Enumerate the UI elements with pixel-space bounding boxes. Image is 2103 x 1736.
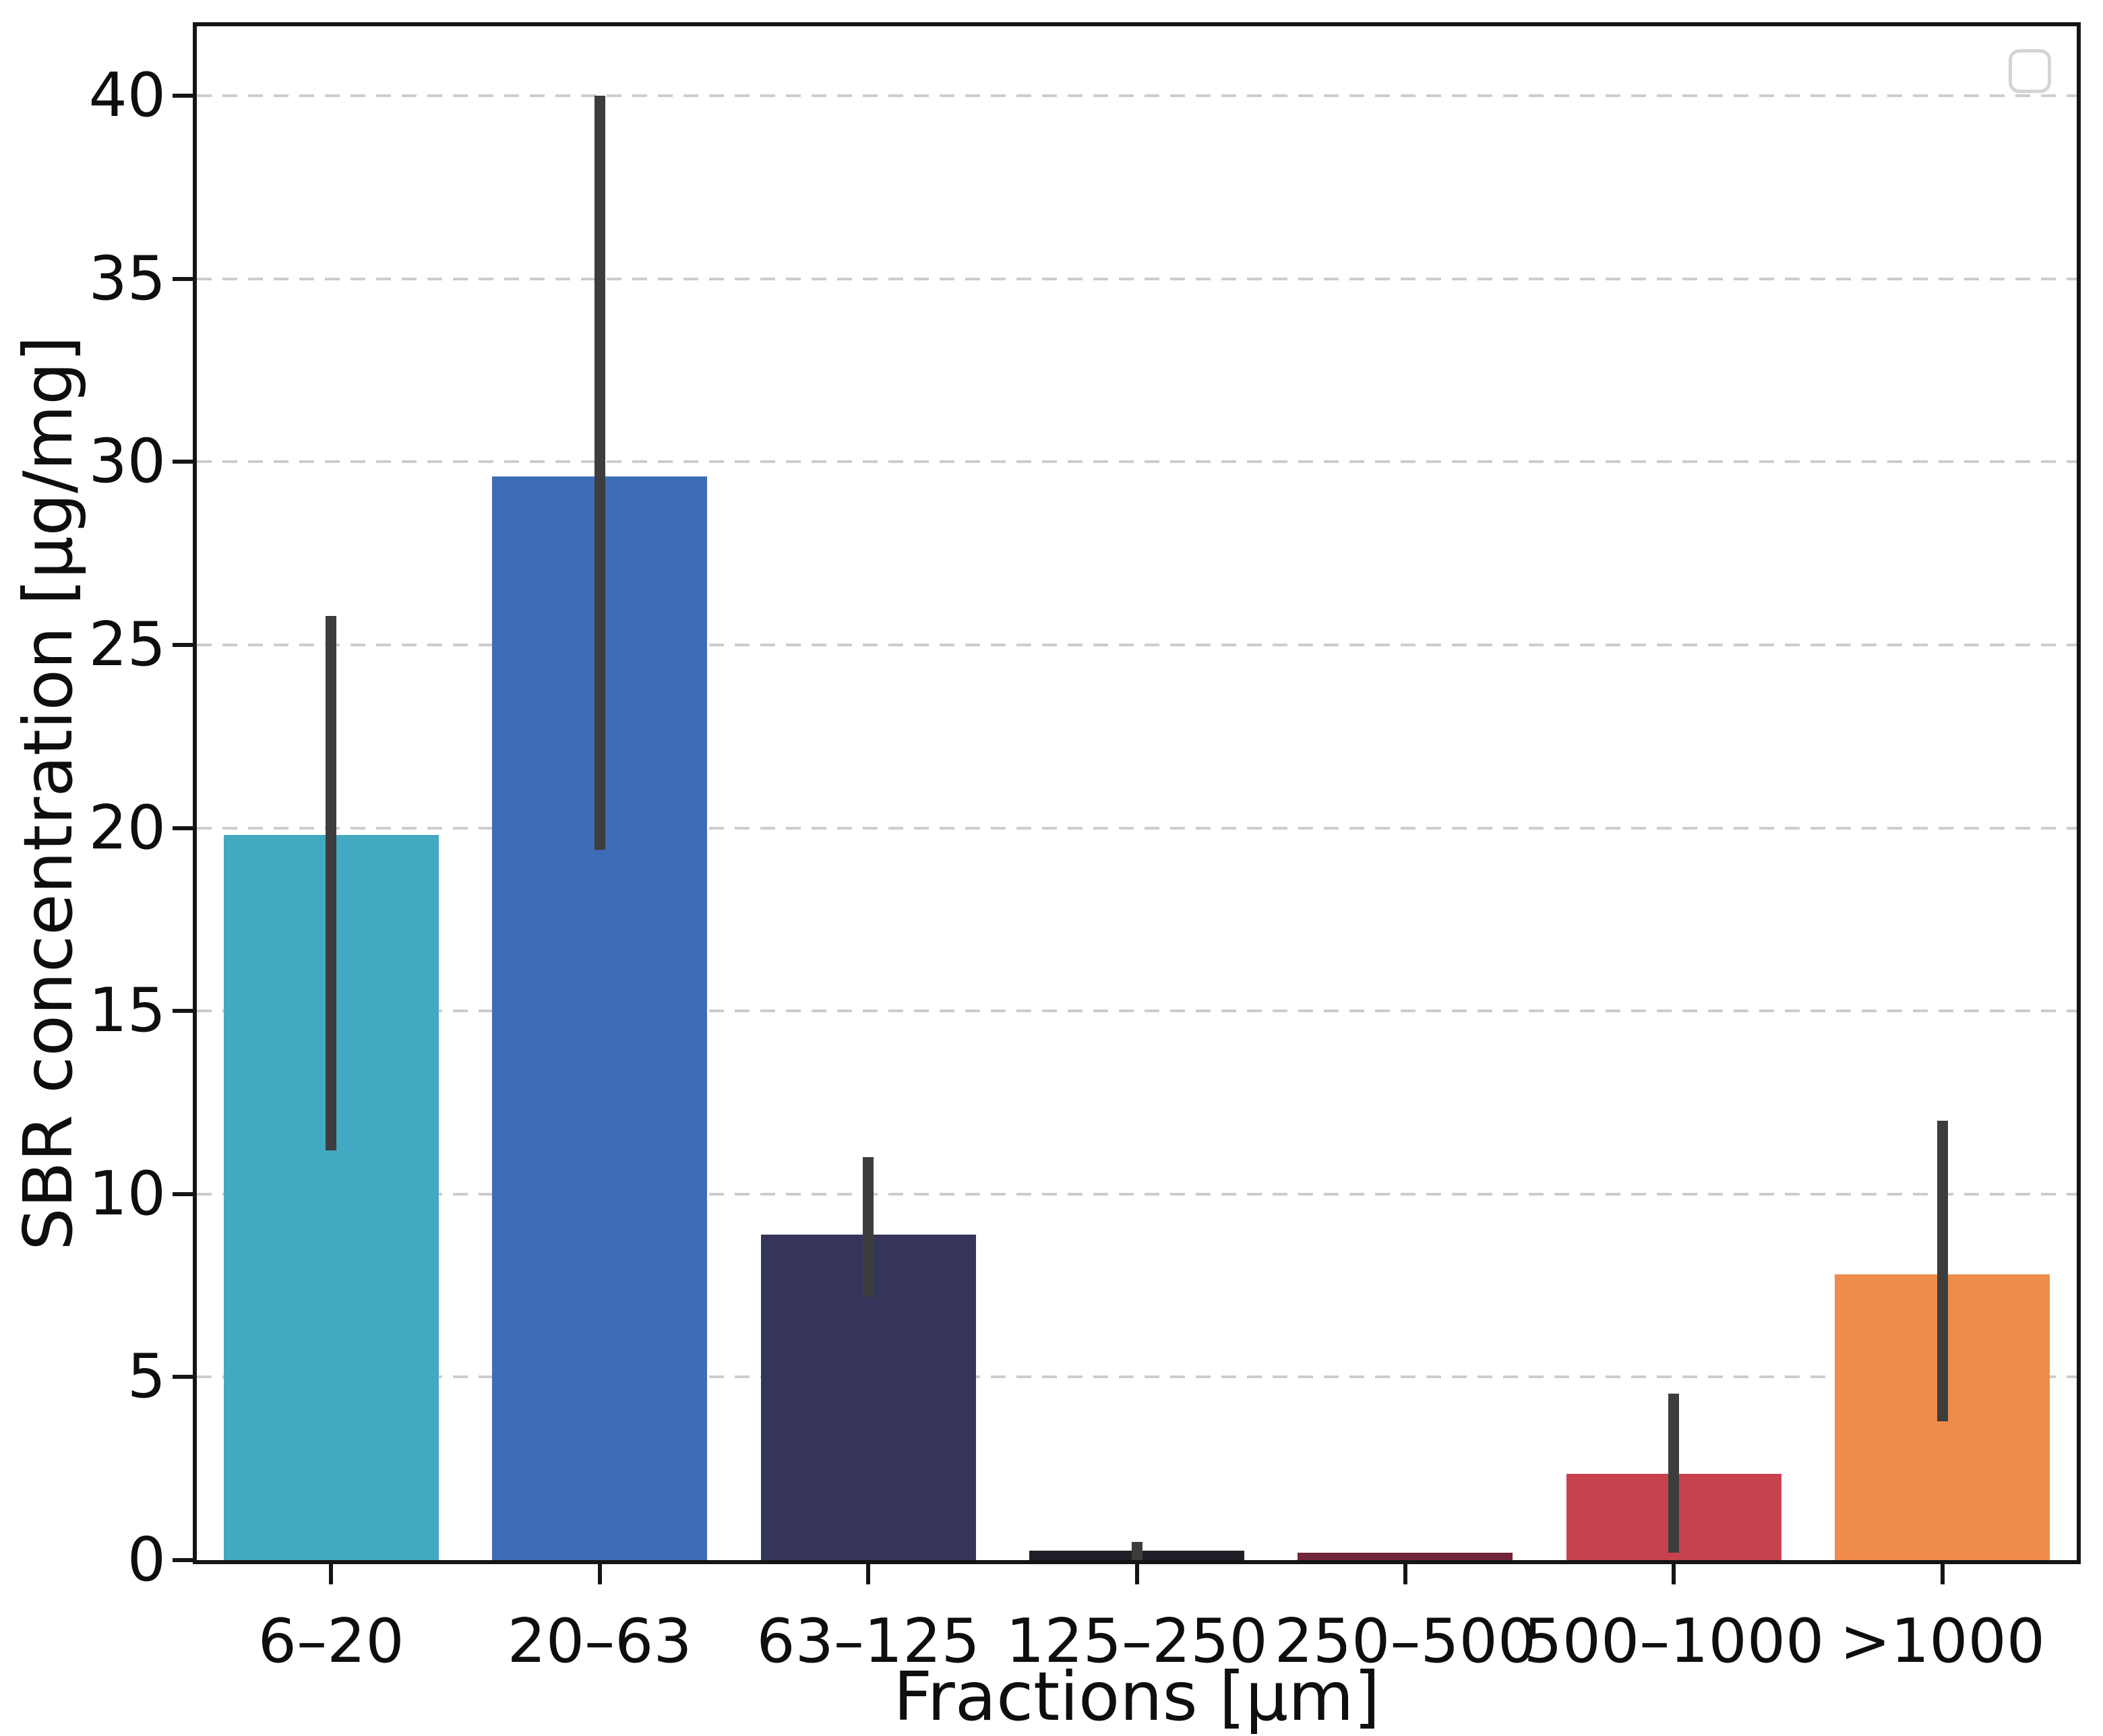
x-tick-label: 125–250 — [1006, 1606, 1268, 1677]
error-bar-20–63 — [595, 96, 605, 850]
x-axis-label: Fractions [µm] — [893, 1657, 1380, 1736]
x-tick-label: 500–1000 — [1523, 1606, 1825, 1677]
y-tick — [173, 94, 193, 98]
x-tick — [329, 1564, 333, 1584]
error-bar-500–1000 — [1668, 1393, 1679, 1553]
y-tick-label: 0 — [127, 1524, 166, 1595]
x-tick-label: 6–20 — [257, 1606, 404, 1677]
x-tick-label: 20–63 — [507, 1606, 692, 1677]
x-tick-label: 63–125 — [756, 1606, 980, 1677]
gridline-5 — [197, 1375, 2077, 1379]
x-tick — [1135, 1564, 1139, 1584]
y-tick-label: 15 — [88, 975, 166, 1047]
y-tick — [173, 1558, 193, 1562]
x-tick-label: >1000 — [1839, 1606, 2046, 1677]
x-tick — [598, 1564, 602, 1584]
gridline-10 — [197, 1192, 2077, 1196]
gridline-40 — [197, 94, 2077, 98]
x-tick — [1672, 1564, 1676, 1584]
y-tick-label: 5 — [127, 1341, 166, 1413]
y-tick — [173, 643, 193, 647]
gridline-15 — [197, 1010, 2077, 1013]
x-tick — [1403, 1564, 1407, 1584]
y-tick — [173, 1375, 193, 1380]
y-tick-label: 30 — [88, 426, 166, 497]
x-tick — [866, 1564, 870, 1584]
x-tick-label: 250–500 — [1274, 1606, 1537, 1677]
plot-area — [193, 22, 2081, 1564]
y-tick — [173, 1009, 193, 1014]
gridline-30 — [197, 460, 2077, 464]
y-tick-label: 10 — [88, 1158, 166, 1229]
error-bar->1000 — [1937, 1121, 1948, 1421]
error-bar-63–125 — [863, 1157, 874, 1297]
error-bar-125–250 — [1132, 1541, 1142, 1560]
legend-box — [2009, 49, 2051, 93]
x-tick — [1941, 1564, 1945, 1584]
y-tick-label: 25 — [88, 609, 166, 680]
y-tick-label: 40 — [88, 60, 166, 131]
y-tick-label: 35 — [88, 243, 166, 314]
y-tick — [173, 826, 193, 830]
gridline-20 — [197, 826, 2077, 830]
bar-250–500 — [1298, 1553, 1513, 1560]
y-tick — [173, 276, 193, 281]
y-tick-label: 20 — [88, 792, 166, 863]
y-tick — [173, 460, 193, 464]
error-bar-6–20 — [326, 615, 336, 1150]
gridline-25 — [197, 644, 2077, 646]
gridline-35 — [197, 277, 2077, 280]
y-tick — [173, 1191, 193, 1196]
